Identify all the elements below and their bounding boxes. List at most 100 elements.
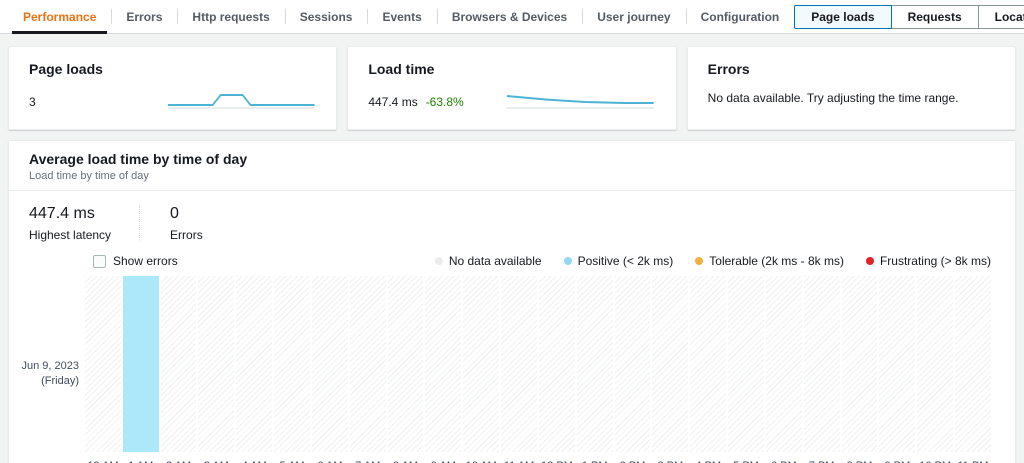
- load-time-delta: -63.8%: [425, 95, 464, 109]
- stats-divider: [139, 205, 141, 242]
- errors-card-title: Errors: [707, 61, 750, 77]
- chart-row-label-day: (Friday): [41, 375, 79, 387]
- chart-cell-8-am[interactable]: [387, 276, 424, 452]
- chart-cell-2-am[interactable]: [160, 276, 197, 452]
- show-errors-label: Show errors: [113, 254, 178, 268]
- chart-cell-10-pm[interactable]: [917, 276, 954, 452]
- chart-plot-area: 12 AM1 AM2 AM3 AM4 AM5 AM6 AM7 AM8 AM9 A…: [85, 276, 991, 463]
- tab-label: Configuration: [700, 9, 780, 24]
- x-axis-label-5-pm: 5 PM: [728, 460, 764, 463]
- chart-cell-2-pm[interactable]: [614, 276, 651, 452]
- chart-columns: [85, 276, 991, 452]
- chart-cell-8-pm[interactable]: [841, 276, 878, 452]
- top-tab-bar: Performance Errors Http requests Session…: [0, 0, 1024, 34]
- page-loads-card: Page loads 3: [8, 46, 338, 130]
- chart-cell-7-pm[interactable]: [803, 276, 840, 452]
- chart-cell-1-am[interactable]: [122, 276, 159, 452]
- tab-sessions[interactable]: Sessions: [284, 0, 368, 33]
- legend-label: Tolerable (2k ms - 8k ms): [709, 254, 844, 268]
- tab-performance[interactable]: Performance: [8, 0, 111, 34]
- tab-label: Events: [382, 9, 422, 24]
- x-axis-label-3-pm: 3 PM: [652, 460, 688, 463]
- x-axis-label-3-am: 3 AM: [198, 460, 234, 463]
- x-axis-label-10-pm: 10 PM: [917, 460, 953, 463]
- legend-item-positive[interactable]: Positive (< 2k ms): [563, 254, 673, 268]
- x-axis-label-6-pm: 6 PM: [766, 460, 802, 463]
- errors-stat-label: Errors: [170, 228, 203, 242]
- load-time-sparkline: [507, 95, 654, 109]
- x-axis-label-7-am: 7 AM: [350, 460, 386, 463]
- x-axis-label-9-pm: 9 PM: [879, 460, 915, 463]
- chart-cell-5-pm[interactable]: [728, 276, 764, 452]
- view-button-requests[interactable]: Requests: [890, 4, 979, 29]
- tab-configuration[interactable]: Configuration: [685, 0, 795, 33]
- legend-item-frustrating[interactable]: Frustrating (> 8k ms): [865, 254, 991, 268]
- chart-legend: No data available Positive (< 2k ms) Tol…: [434, 254, 991, 268]
- errors-stat-value: 0: [170, 205, 179, 222]
- tab-label: Performance: [23, 9, 97, 24]
- average-load-time-panel: Average load time by time of day Load ti…: [8, 140, 1016, 463]
- legend-item-no-data[interactable]: No data available: [434, 254, 542, 268]
- view-button-page-loads[interactable]: Page loads: [794, 4, 892, 29]
- tab-user-journey[interactable]: User journey: [582, 0, 685, 33]
- x-axis-label-8-am: 8 AM: [388, 460, 424, 463]
- chart-cell-9-am[interactable]: [425, 276, 462, 452]
- chart-cell-3-am[interactable]: [198, 276, 235, 452]
- tab-label: Errors: [126, 9, 163, 24]
- chart-cell-12-am[interactable]: [85, 276, 121, 452]
- x-axis-label-1-am: 1 AM: [123, 460, 159, 463]
- legend-item-tolerable[interactable]: Tolerable (2k ms - 8k ms): [695, 254, 844, 268]
- x-axis-label-5-am: 5 AM: [274, 460, 310, 463]
- x-axis-label-11-am: 11 AM: [501, 460, 537, 463]
- chart-cell-12-pm[interactable]: [538, 276, 575, 452]
- chart-cell-6-am[interactable]: [311, 276, 348, 452]
- tab-label: Browsers & Devices: [451, 9, 568, 24]
- chart-cell-3-pm[interactable]: [652, 276, 689, 452]
- chart-cell-5-am[interactable]: [274, 276, 310, 452]
- legend-label: No data available: [448, 254, 542, 268]
- tolerable-legend-dot-icon: [695, 257, 704, 265]
- chart-row-label-date: Jun 9, 2023: [21, 360, 80, 373]
- chart-controls-row: Show errors No data available Positive (…: [9, 252, 1015, 274]
- x-axis-label-2-pm: 2 PM: [615, 460, 651, 463]
- view-button-location[interactable]: Location: [977, 4, 1024, 29]
- page-loads-sparkline: [167, 94, 315, 109]
- view-toggle-group: Page loads Requests Location: [794, 0, 1024, 33]
- chart-cell-4-am[interactable]: [236, 276, 273, 452]
- chart-cell-4-pm[interactable]: [690, 276, 727, 452]
- x-axis-label-4-am: 4 AM: [236, 460, 272, 463]
- tab-events[interactable]: Events: [367, 0, 436, 33]
- chart-cell-7-am[interactable]: [349, 276, 386, 452]
- x-axis-label-12-am: 12 AM: [85, 460, 121, 463]
- panel-header: Average load time by time of day Load ti…: [9, 141, 1015, 191]
- x-axis-label-12-pm: 12 PM: [539, 460, 575, 463]
- summary-cards-row: Page loads 3 Load time 447.4 ms -63.8% E…: [0, 34, 1024, 140]
- x-axis-label-2-am: 2 AM: [161, 460, 197, 463]
- errors-empty-message: No data available. Try adjusting the tim…: [707, 91, 959, 105]
- x-axis-label-7-pm: 7 PM: [804, 460, 840, 463]
- x-axis-label-4-pm: 4 PM: [690, 460, 726, 463]
- chart-cell-1-pm[interactable]: [576, 276, 613, 452]
- errors-stat: 0 Errors: [170, 205, 203, 242]
- chart-cell-9-pm[interactable]: [879, 276, 916, 452]
- page-loads-value: 3: [29, 95, 36, 109]
- tab-browsers-devices[interactable]: Browsers & Devices: [436, 0, 582, 33]
- x-axis-label-10-am: 10 AM: [463, 460, 499, 463]
- highest-latency-stat: 447.4 ms Highest latency: [29, 205, 111, 242]
- tab-http-requests[interactable]: Http requests: [177, 0, 284, 33]
- legend-label: Frustrating (> 8k ms): [879, 254, 991, 268]
- show-errors-checkbox[interactable]: [93, 254, 106, 268]
- tab-label: User journey: [597, 9, 671, 24]
- show-errors-checkbox-group[interactable]: Show errors: [93, 254, 178, 268]
- tab-label: Sessions: [299, 9, 353, 24]
- chart-cell-10-am[interactable]: [463, 276, 500, 452]
- chart-cell-11-am[interactable]: [501, 276, 537, 452]
- load-time-card-title: Load time: [368, 61, 435, 77]
- chart-cell-6-pm[interactable]: [765, 276, 802, 452]
- panel-subtitle: Load time by time of day: [29, 170, 149, 182]
- highest-latency-value: 447.4 ms: [29, 205, 95, 222]
- panel-stats: 447.4 ms Highest latency 0 Errors: [9, 191, 1015, 252]
- tab-errors[interactable]: Errors: [111, 0, 177, 33]
- chart-cell-11-pm[interactable]: [955, 276, 991, 452]
- chart-row-label: Jun 9, 2023 (Friday): [17, 359, 80, 389]
